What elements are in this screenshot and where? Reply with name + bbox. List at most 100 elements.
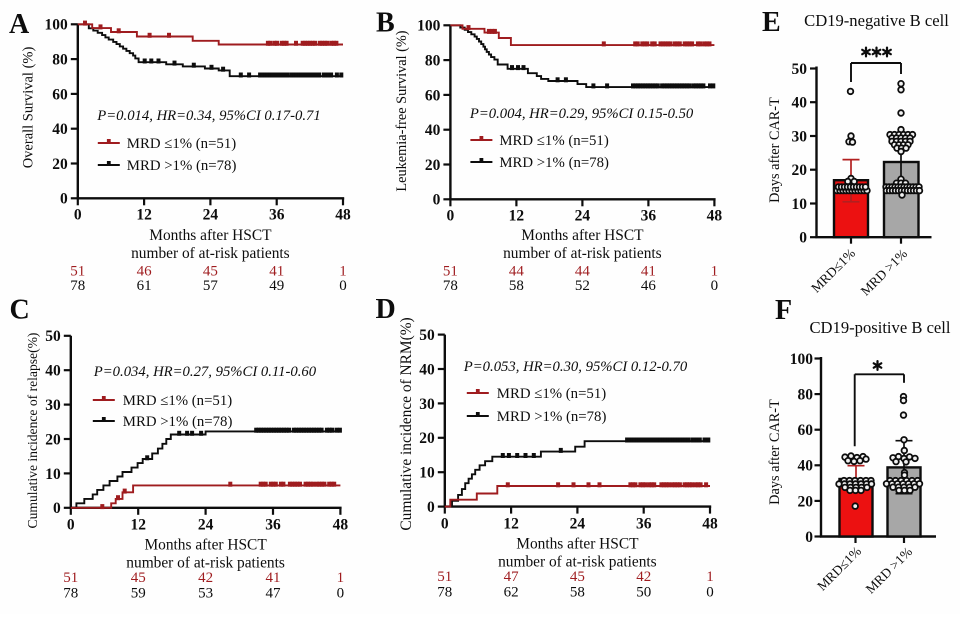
svg-text:Days after CAR-T: Days after CAR-T (767, 399, 783, 505)
svg-text:20: 20 (425, 157, 441, 174)
svg-text:12: 12 (509, 208, 525, 225)
svg-text:0: 0 (706, 585, 714, 601)
svg-text:100: 100 (417, 18, 441, 35)
svg-text:80: 80 (425, 53, 441, 70)
svg-text:48: 48 (335, 207, 351, 224)
svg-text:Months after HSCT: Months after HSCT (521, 227, 644, 244)
svg-text:number of at-risk patients: number of at-risk patients (131, 245, 290, 262)
svg-text:48: 48 (707, 208, 723, 225)
svg-text:0: 0 (53, 500, 61, 517)
svg-text:58: 58 (570, 585, 585, 601)
svg-text:1: 1 (337, 570, 345, 586)
svg-text:47: 47 (504, 569, 520, 585)
svg-text:51: 51 (437, 569, 452, 585)
svg-text:44: 44 (575, 264, 591, 280)
svg-text:52: 52 (575, 278, 590, 294)
svg-text:30: 30 (419, 396, 435, 413)
svg-text:78: 78 (70, 278, 85, 294)
svg-text:1: 1 (706, 569, 714, 585)
svg-text:40: 40 (52, 121, 68, 138)
svg-text:0: 0 (427, 499, 435, 516)
svg-text:MRD >1% (n=78): MRD >1% (n=78) (499, 155, 609, 171)
svg-text:53: 53 (198, 586, 213, 602)
svg-text:0: 0 (441, 516, 449, 533)
svg-text:36: 36 (265, 517, 281, 534)
svg-text:42: 42 (198, 570, 213, 586)
svg-text:0: 0 (447, 208, 455, 225)
svg-text:20: 20 (792, 162, 808, 179)
svg-text:CD19-negative B cell: CD19-negative B cell (804, 11, 949, 30)
svg-text:40: 40 (419, 361, 435, 378)
svg-text:61: 61 (137, 278, 152, 294)
svg-text:42: 42 (636, 569, 651, 585)
svg-text:78: 78 (437, 585, 452, 601)
svg-text:50: 50 (792, 61, 808, 78)
svg-text:MRD ≤1% (n=51): MRD ≤1% (n=51) (123, 393, 232, 409)
svg-text:36: 36 (636, 516, 652, 533)
svg-text:number of at-risk patients: number of at-risk patients (503, 245, 662, 262)
svg-text:78: 78 (63, 586, 78, 602)
svg-text:44: 44 (509, 264, 525, 280)
svg-text:24: 24 (198, 517, 214, 534)
svg-text:MRD ≤1% (n=51): MRD ≤1% (n=51) (499, 133, 608, 149)
svg-text:20: 20 (419, 430, 435, 447)
svg-text:D: D (376, 294, 396, 325)
svg-text:MRD >1% (n=78): MRD >1% (n=78) (127, 158, 237, 174)
svg-text:0: 0 (74, 207, 82, 224)
svg-text:51: 51 (63, 570, 78, 586)
svg-text:20: 20 (45, 431, 61, 448)
svg-text:49: 49 (269, 278, 284, 294)
svg-text:A: A (9, 9, 30, 40)
svg-text:50: 50 (419, 327, 435, 344)
svg-text:60: 60 (798, 422, 814, 439)
svg-text:62: 62 (504, 585, 519, 601)
svg-text:10: 10 (419, 465, 435, 482)
svg-text:41: 41 (641, 264, 656, 280)
svg-text:0: 0 (799, 230, 807, 247)
svg-text:60: 60 (425, 87, 441, 104)
svg-text:60: 60 (52, 86, 68, 103)
svg-text:10: 10 (45, 466, 61, 483)
svg-text:80: 80 (52, 52, 68, 69)
svg-text:P=0.053, HR=0.30, 95%CI 0.12-0: P=0.053, HR=0.30, 95%CI 0.12-0.70 (463, 359, 688, 375)
svg-text:B: B (376, 8, 395, 39)
svg-text:0: 0 (60, 191, 68, 208)
svg-text:10: 10 (792, 196, 808, 213)
svg-text:59: 59 (131, 586, 146, 602)
svg-text:20: 20 (798, 493, 814, 510)
svg-text:0: 0 (711, 278, 719, 294)
svg-text:46: 46 (137, 264, 153, 280)
svg-text:number of at-risk patients: number of at-risk patients (126, 555, 285, 572)
svg-text:MRD ≤1% (n=51): MRD ≤1% (n=51) (497, 386, 606, 402)
svg-text:12: 12 (136, 207, 152, 224)
svg-text:46: 46 (641, 278, 657, 294)
svg-text:0: 0 (805, 529, 813, 546)
svg-text:24: 24 (575, 208, 591, 225)
svg-text:47: 47 (266, 586, 282, 602)
svg-text:E: E (762, 7, 781, 38)
svg-text:51: 51 (443, 264, 458, 280)
svg-text:Days after CAR-T: Days after CAR-T (767, 97, 783, 203)
svg-text:40: 40 (792, 95, 808, 112)
svg-text:48: 48 (333, 517, 349, 534)
svg-text:41: 41 (266, 570, 281, 586)
svg-text:45: 45 (570, 569, 585, 585)
svg-text:P=0.004, HR=0.29, 95%CI 0.15-0: P=0.004, HR=0.29, 95%CI 0.15-0.50 (469, 106, 694, 122)
svg-text:C: C (10, 295, 30, 326)
svg-text:45: 45 (203, 264, 218, 280)
svg-text:Cumulative incidence of NRM(%): Cumulative incidence of NRM(%) (398, 317, 415, 530)
svg-text:100: 100 (45, 17, 69, 34)
svg-text:41: 41 (269, 264, 284, 280)
svg-text:20: 20 (52, 156, 68, 173)
svg-text:Months after HSCT: Months after HSCT (516, 536, 639, 553)
svg-text:MRD >1% (n=78): MRD >1% (n=78) (123, 414, 233, 430)
svg-text:100: 100 (790, 351, 814, 368)
svg-text:0: 0 (339, 278, 347, 294)
svg-text:58: 58 (509, 278, 524, 294)
svg-text:24: 24 (570, 516, 586, 533)
svg-text:24: 24 (203, 207, 219, 224)
svg-text:12: 12 (130, 517, 146, 534)
svg-text:0: 0 (433, 192, 441, 209)
svg-text:number of at-risk patients: number of at-risk patients (498, 554, 657, 571)
svg-text:Overall Survival (%): Overall Survival (%) (21, 47, 37, 169)
